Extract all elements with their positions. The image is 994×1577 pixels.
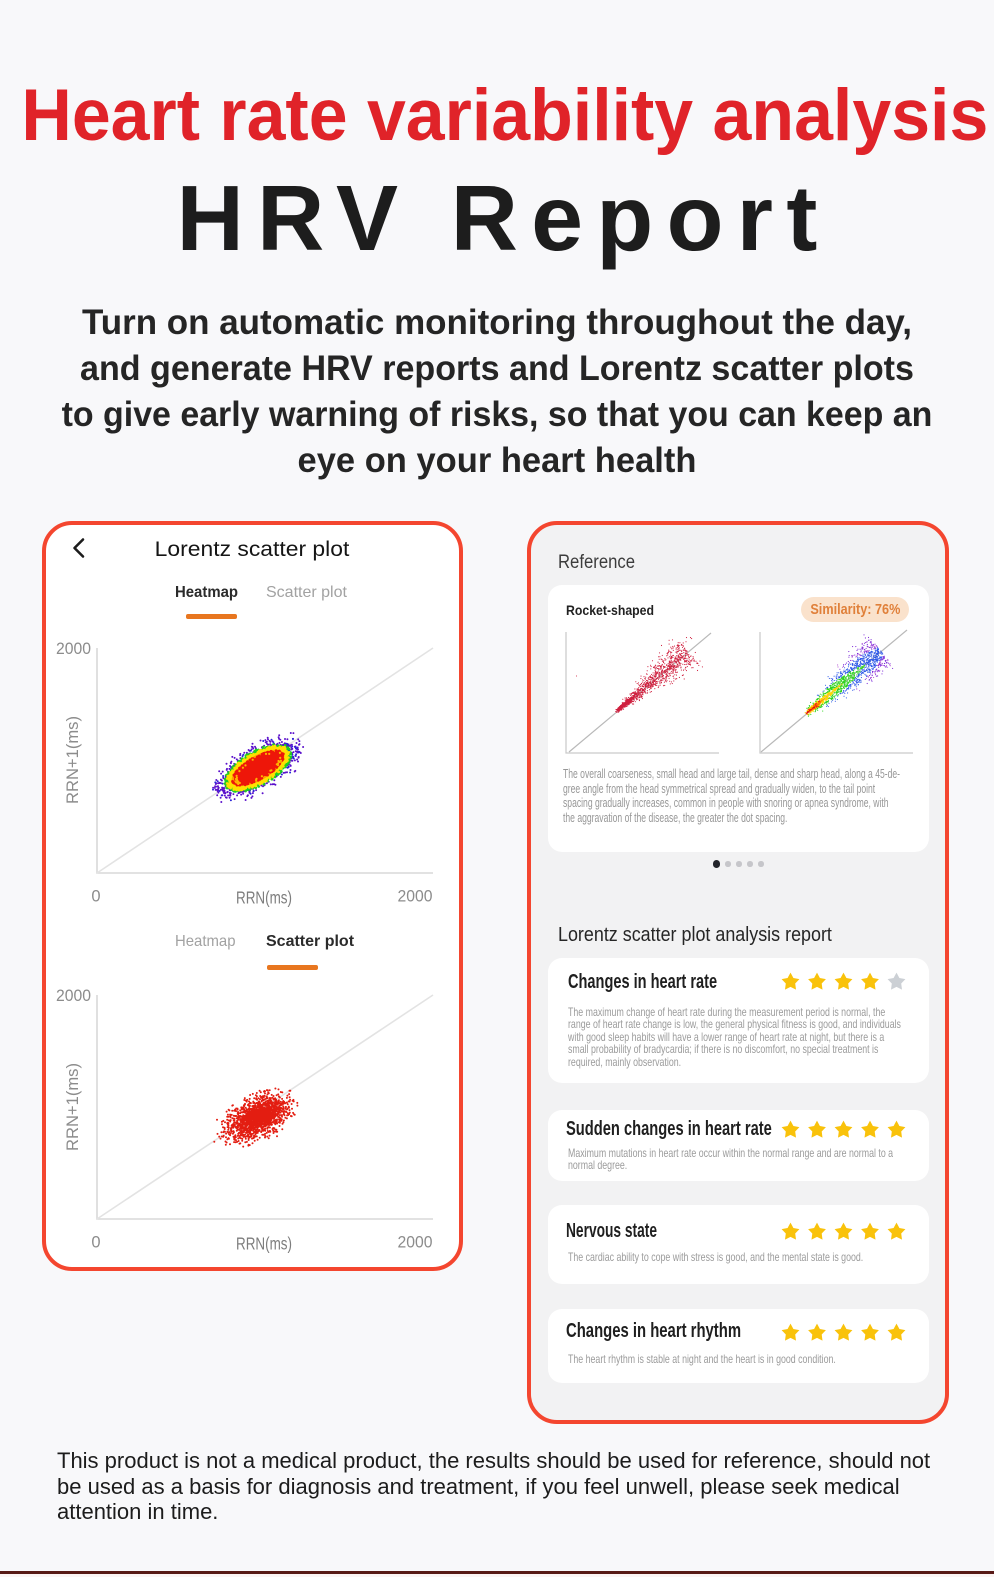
svg-text:RRN(ms): RRN(ms)	[236, 888, 292, 908]
svg-text:2000: 2000	[56, 987, 91, 1005]
svg-text:0: 0	[91, 1234, 100, 1252]
svg-text:2000: 2000	[56, 640, 91, 658]
svg-text:RRN(ms): RRN(ms)	[236, 1234, 292, 1254]
svg-text:RRN+1(ms): RRN+1(ms)	[64, 1063, 82, 1151]
svg-text:2000: 2000	[398, 888, 433, 906]
svg-text:2000: 2000	[398, 1234, 433, 1252]
svg-text:0: 0	[91, 888, 100, 906]
svg-text:RRN+1(ms): RRN+1(ms)	[64, 716, 82, 804]
